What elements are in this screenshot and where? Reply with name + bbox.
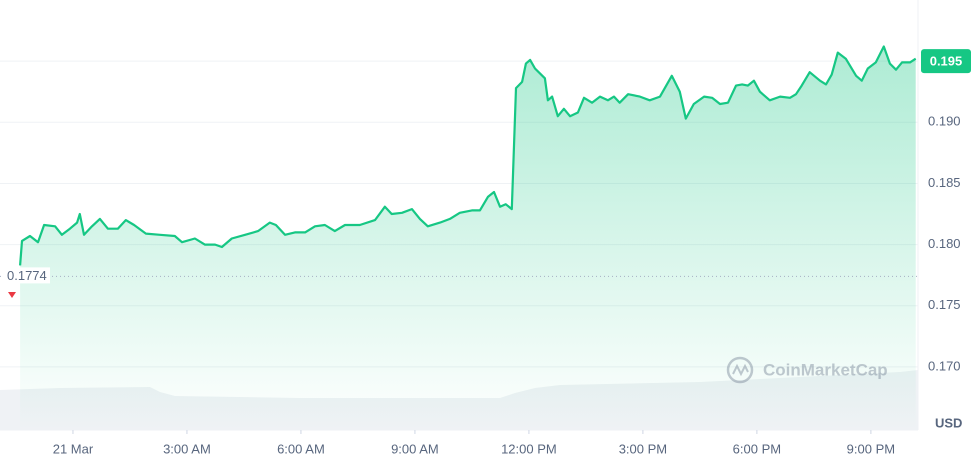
x-tick-label: 9:00 PM: [847, 441, 895, 456]
watermark-text: CoinMarketCap: [763, 360, 888, 379]
price-badge-label: 0.195: [930, 54, 963, 69]
y-tick-label: 0.180: [928, 236, 961, 251]
x-tick-label: 6:00 AM: [277, 441, 325, 456]
baseline-label: 0.1774: [7, 268, 47, 283]
area: [20, 46, 916, 430]
x-tick-label: 21 Mar: [53, 441, 94, 456]
y-tick-label: 0.170: [928, 358, 961, 373]
price-badge: [921, 49, 971, 74]
x-tick-label: 3:00 AM: [163, 441, 211, 456]
y-tick-label: 0.190: [928, 114, 961, 129]
x-tick-label: 9:00 AM: [391, 441, 439, 456]
x-tick-label: 3:00 PM: [619, 441, 667, 456]
y-tick-label: 0.175: [928, 297, 961, 312]
x-tick-label: 6:00 PM: [733, 441, 781, 456]
baseline-label-bg: [4, 267, 50, 284]
watermark: CoinMarketCap: [726, 356, 888, 384]
price-line: [19, 45, 917, 266]
down-marker: [8, 292, 16, 298]
x-tick-label: 12:00 PM: [501, 441, 557, 456]
y-tick-label: 0.185: [928, 175, 961, 190]
axis-unit: USD: [935, 415, 962, 430]
